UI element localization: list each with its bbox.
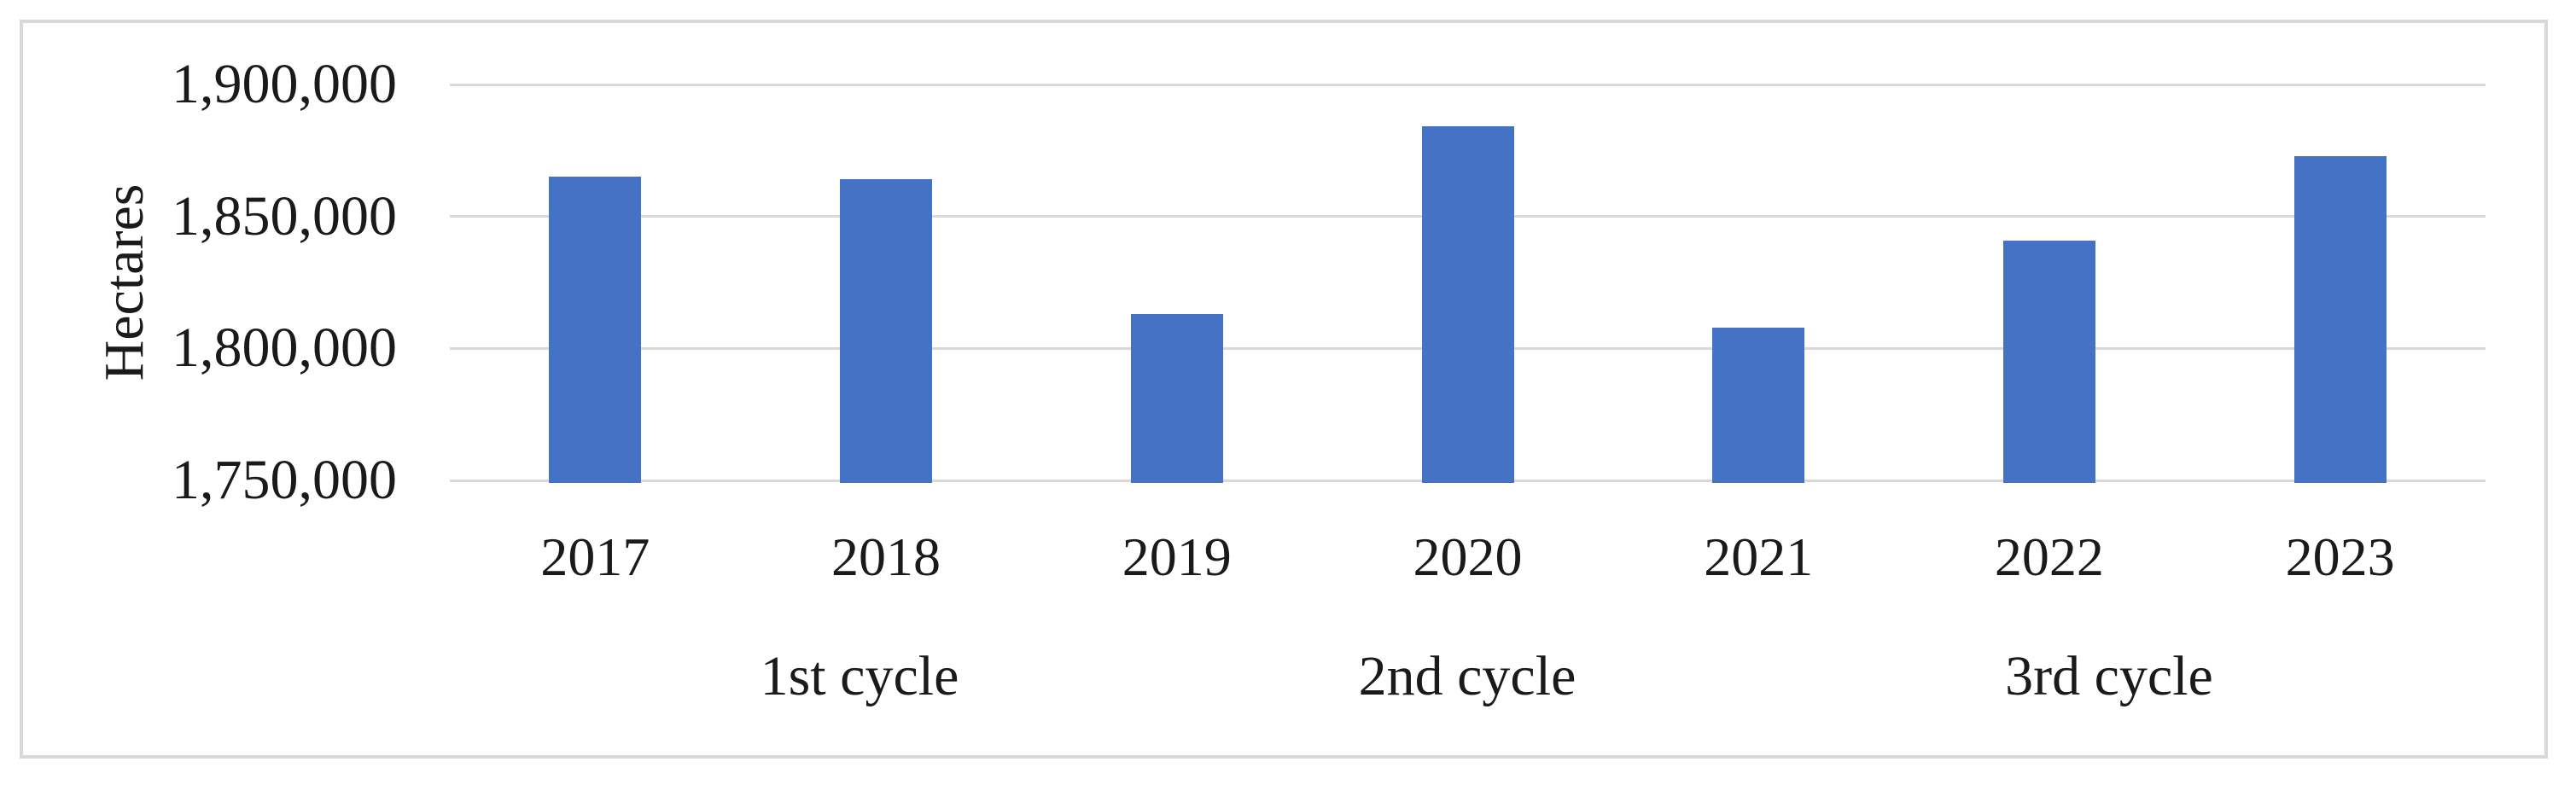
bar-2022 (2002, 240, 2095, 483)
year-label-2017: 2017 (540, 526, 650, 587)
cycle-label-2: 2nd cycle (1358, 645, 1576, 707)
cycle-label-1: 1st cycle (760, 645, 959, 707)
bar-2017 (549, 177, 642, 483)
y-tick-label: 1,800,000 (172, 317, 397, 380)
year-label-2019: 2019 (1122, 526, 1232, 587)
bar-2020 (1421, 126, 1514, 483)
bar-2023 (2293, 155, 2387, 483)
bar-2018 (840, 179, 933, 483)
gridline (450, 83, 2486, 86)
cycle-label-3: 3rd cycle (2005, 645, 2213, 707)
bar-2021 (1712, 327, 1805, 483)
year-label-2021: 2021 (1704, 526, 1814, 587)
y-tick-label: 1,900,000 (172, 53, 397, 115)
y-tick-label: 1,850,000 (172, 184, 397, 247)
year-label-2018: 2018 (831, 526, 941, 587)
year-label-2023: 2023 (2285, 526, 2395, 587)
year-label-2020: 2020 (1413, 526, 1523, 587)
y-tick-label: 1,750,000 (172, 449, 397, 511)
bar-2019 (1130, 314, 1223, 483)
year-label-2022: 2022 (1994, 526, 2104, 587)
chart-frame (20, 20, 2548, 759)
